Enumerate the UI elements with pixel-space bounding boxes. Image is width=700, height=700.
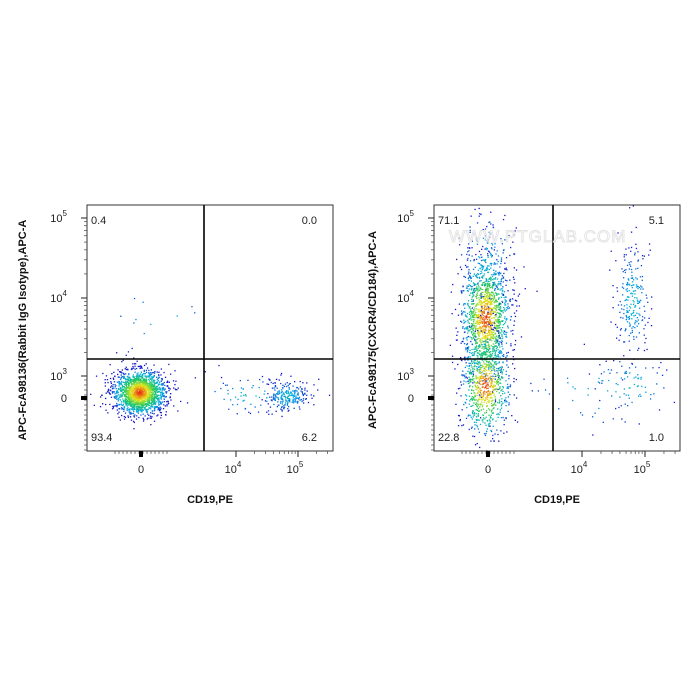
quadrant-percent-upper-right: 0.0: [302, 215, 317, 227]
y-tick-label: 104: [397, 289, 414, 305]
x-axis-title: CD19,PE: [187, 494, 233, 506]
y-minor-ticks: [431, 221, 434, 451]
x-axis-title: CD19,PE: [534, 494, 580, 506]
y-axis-title: APC-FcA98175(CXCR4/CD184),APC-A: [367, 231, 379, 429]
panel-isotype-control: 0 103 104 105 0 104 105 0.4 0.0 93.4 6.2 CD19,PE APC…: [17, 204, 334, 506]
cluster-0: [90, 347, 182, 430]
x-tick-label: 104: [225, 460, 242, 476]
plot-frame: [433, 204, 681, 452]
x-tick-label: 0: [485, 464, 491, 476]
y-tick-label: 0: [61, 393, 67, 405]
quadrant-percent-upper-left: 71.1: [438, 215, 459, 227]
y-zero-marker: [428, 396, 434, 400]
quadrant-percent-upper-right: 5.1: [649, 215, 664, 227]
x-tick-label: 105: [634, 460, 651, 476]
event-dots: [90, 297, 331, 430]
quadrant-percent-lower-right: 6.2: [302, 432, 317, 444]
y-zero-marker: [81, 396, 87, 400]
cluster-2: [457, 207, 521, 338]
x-zero-marker: [486, 451, 490, 457]
y-tick-label: 103: [50, 367, 67, 383]
x-minor-ticks: [114, 451, 328, 454]
y-axis-title: APC-FcA98136(Rabbit IgG Isotype),APC-A: [17, 220, 29, 441]
cluster-3: [116, 297, 196, 354]
event-dots: [449, 205, 675, 451]
cluster-0: [449, 224, 538, 427]
quadrant-percent-upper-left: 0.4: [91, 215, 106, 227]
watermark-text: WWW.PTGLAB.COM: [449, 227, 626, 246]
y-tick-label: 105: [397, 209, 414, 225]
y-tick-label: 105: [50, 209, 67, 225]
x-zero-marker: [139, 451, 143, 457]
cluster-1: [249, 374, 320, 418]
quadrant-percent-lower-right: 1.0: [649, 432, 664, 444]
quadrant-percent-lower-left: 22.8: [438, 432, 459, 444]
cluster-3: [609, 205, 653, 381]
plot-frame: [86, 204, 334, 452]
y-tick-label: 0: [408, 393, 414, 405]
cluster-4: [588, 360, 668, 425]
cluster-1: [451, 311, 518, 451]
y-tick-label: 103: [397, 367, 414, 383]
x-tick-label: 0: [138, 464, 144, 476]
x-tick-label: 104: [571, 460, 588, 476]
y-tick-label: 104: [50, 289, 67, 305]
y-minor-ticks: [84, 221, 87, 451]
cluster-5: [491, 343, 675, 436]
x-tick-label: 105: [287, 460, 304, 476]
quadrant-percent-lower-left: 93.4: [91, 432, 112, 444]
cluster-2: [166, 364, 331, 415]
